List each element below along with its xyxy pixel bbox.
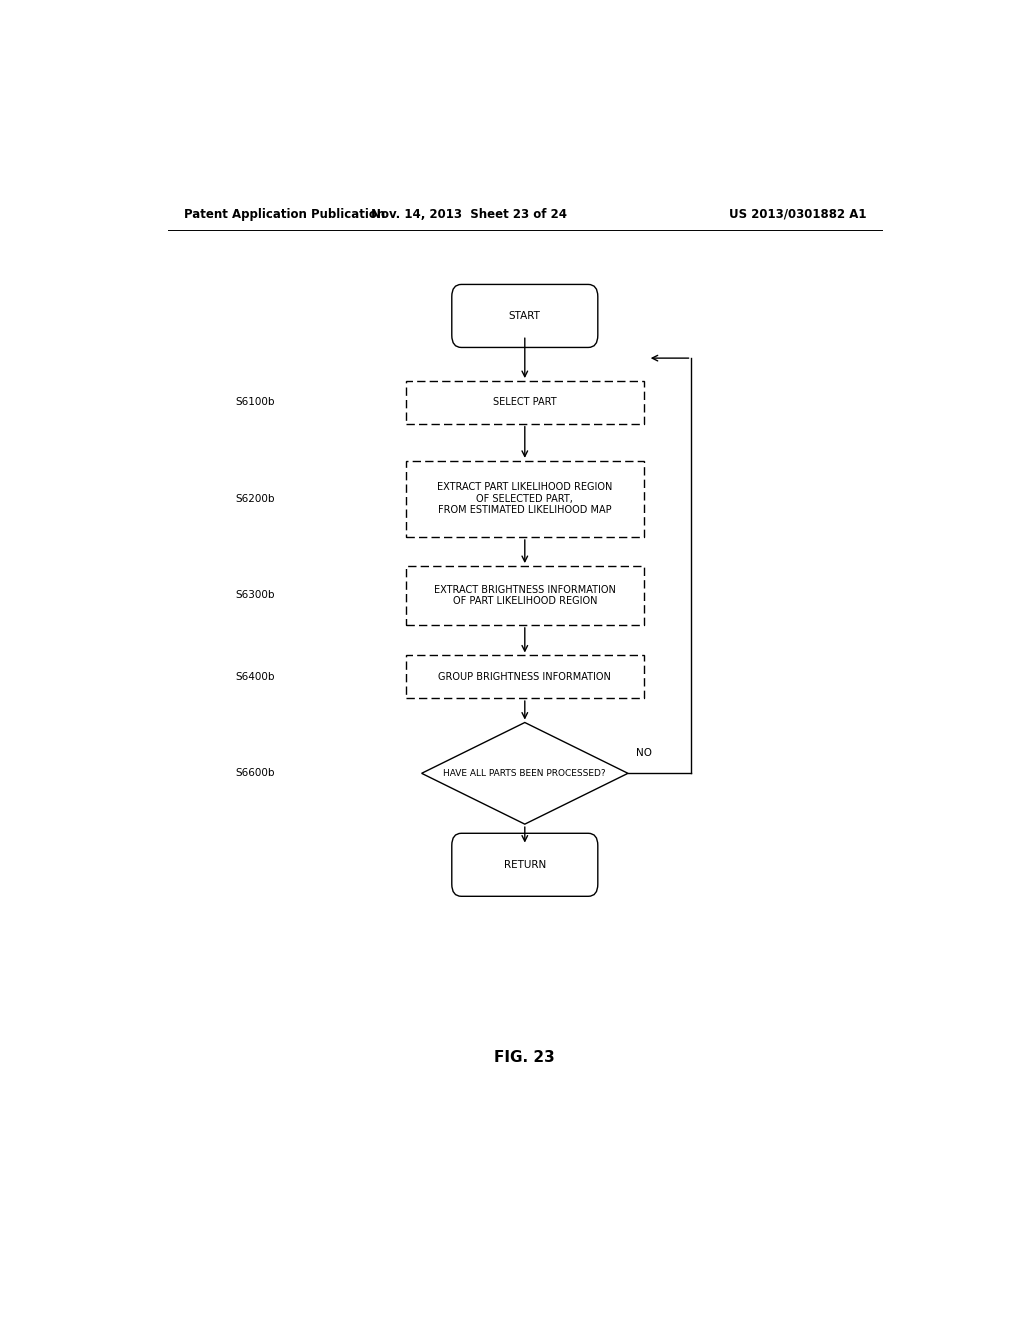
Text: NO: NO [636, 748, 652, 758]
Text: EXTRACT PART LIKELIHOOD REGION
OF SELECTED PART,
FROM ESTIMATED LIKELIHOOD MAP: EXTRACT PART LIKELIHOOD REGION OF SELECT… [437, 482, 612, 516]
Text: GROUP BRIGHTNESS INFORMATION: GROUP BRIGHTNESS INFORMATION [438, 672, 611, 681]
Text: S6300b: S6300b [236, 590, 274, 601]
Text: START: START [509, 312, 541, 321]
Text: US 2013/0301882 A1: US 2013/0301882 A1 [728, 207, 866, 220]
Text: S6400b: S6400b [236, 672, 274, 681]
FancyBboxPatch shape [452, 284, 598, 347]
Text: FIG. 23: FIG. 23 [495, 1051, 555, 1065]
Text: S6600b: S6600b [236, 768, 274, 779]
Bar [406, 566, 644, 624]
Text: EXTRACT BRIGHTNESS INFORMATION
OF PART LIKELIHOOD REGION: EXTRACT BRIGHTNESS INFORMATION OF PART L… [434, 585, 615, 606]
Text: YES: YES [527, 842, 547, 853]
Bar [406, 381, 644, 424]
Text: Patent Application Publication: Patent Application Publication [183, 207, 385, 220]
Bar [406, 461, 644, 537]
Text: S6200b: S6200b [236, 494, 274, 504]
Polygon shape [422, 722, 628, 824]
Text: Nov. 14, 2013  Sheet 23 of 24: Nov. 14, 2013 Sheet 23 of 24 [372, 207, 567, 220]
FancyBboxPatch shape [452, 833, 598, 896]
Text: SELECT PART: SELECT PART [493, 397, 557, 408]
Text: HAVE ALL PARTS BEEN PROCESSED?: HAVE ALL PARTS BEEN PROCESSED? [443, 768, 606, 777]
Text: S6100b: S6100b [236, 397, 274, 408]
Bar [406, 656, 644, 698]
Text: RETURN: RETURN [504, 859, 546, 870]
